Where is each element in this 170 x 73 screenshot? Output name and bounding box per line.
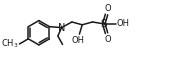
Text: CH$_3$: CH$_3$	[1, 38, 19, 50]
Text: OH: OH	[117, 19, 130, 28]
Text: O: O	[104, 4, 111, 13]
Text: OH: OH	[72, 36, 85, 45]
Text: S: S	[100, 19, 107, 29]
Text: O: O	[104, 35, 111, 44]
Text: N: N	[58, 23, 65, 33]
